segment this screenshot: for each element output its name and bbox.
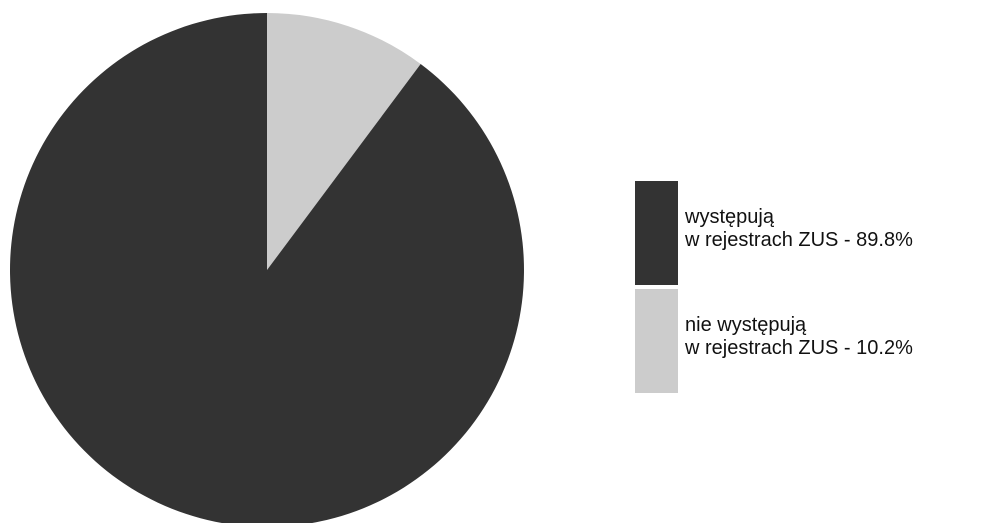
legend-label-0: występują w rejestrach ZUS - 89.8% — [685, 206, 913, 252]
legend-label-0-line2: w rejestrach ZUS - 89.8% — [685, 229, 913, 251]
legend-label-0-line1: występują — [685, 206, 774, 228]
pie-slice-0 — [10, 13, 524, 523]
legend: występują w rejestrach ZUS - 89.8% nie w… — [635, 181, 990, 397]
legend-item-0: występują w rejestrach ZUS - 89.8% — [635, 181, 990, 285]
legend-label-1-line2: w rejestrach ZUS - 10.2% — [685, 337, 913, 359]
legend-item-1: nie występują w rejestrach ZUS - 10.2% — [635, 289, 990, 393]
pie-slice-1 — [267, 13, 421, 270]
legend-label-1: nie występują w rejestrach ZUS - 10.2% — [685, 314, 913, 360]
legend-label-1-line1: nie występują — [685, 314, 807, 336]
legend-swatch-0 — [635, 181, 678, 285]
legend-swatch-1 — [635, 289, 678, 393]
pie-slices — [10, 13, 524, 523]
